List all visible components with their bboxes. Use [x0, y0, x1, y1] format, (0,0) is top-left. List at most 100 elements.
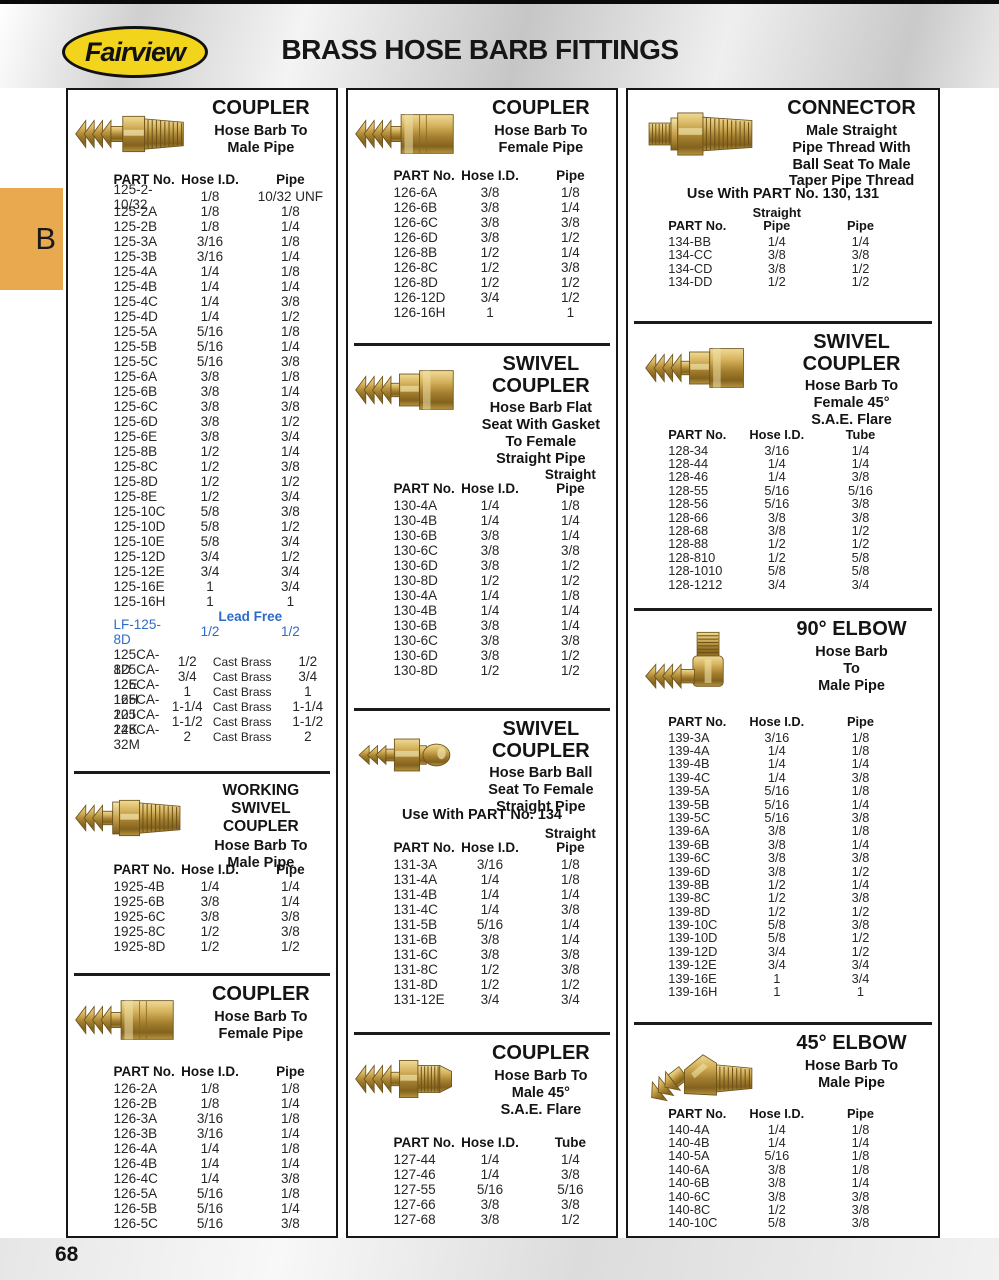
table-row: 125-8E 1/2 3/4	[68, 489, 336, 504]
table-row: 139-12E 3/4 3/4	[628, 957, 938, 973]
cell: 1/2	[480, 275, 500, 290]
cell: 1/8	[561, 588, 580, 604]
cell: 128-46	[668, 469, 709, 485]
cell: 1/2	[851, 943, 870, 959]
parts-table: 125-2-10/32 1/8 10/32 UNF 125-2A 1/8 1/8 125-2…	[68, 182, 336, 752]
cell: 1/2	[561, 977, 580, 993]
cell: 3/8	[480, 558, 500, 574]
cell: 1/4	[851, 876, 870, 892]
table-row: 126-2A 1/8 1/8	[68, 1081, 336, 1096]
col-header-part: PART No.	[668, 427, 727, 442]
cell: 126-4A	[113, 1141, 158, 1156]
cell: 125-10C	[113, 504, 166, 519]
cell: 1-1/4	[292, 699, 324, 714]
table-header: PART No. Hose I.D. Straight Pipe	[348, 826, 616, 855]
table-row: 131-3A 3/16 1/8	[348, 857, 616, 872]
table-row: 139-4C 1/4 3/8	[628, 770, 938, 785]
cell: 1/2	[200, 924, 220, 939]
cell: 1/8	[281, 264, 300, 279]
cell: 3/8	[480, 618, 500, 634]
cell: 1925-4B	[113, 879, 165, 894]
cell: 139-6D	[668, 863, 711, 879]
table-row: 126-6A 3/8 1/8	[348, 185, 616, 200]
cell: 2	[183, 729, 191, 744]
cell: 1/8	[281, 204, 300, 219]
cell: 1/4	[281, 444, 300, 459]
cell: 1/4	[281, 249, 300, 264]
cell: 128-1010	[668, 563, 723, 579]
cell: 3/8	[480, 1197, 500, 1212]
cell: 3/8	[851, 809, 870, 825]
table-row: 126-6B 3/8 1/4	[348, 200, 616, 215]
table-row: 126-8D 1/2 1/2	[348, 275, 616, 290]
cell: 1-1/2	[171, 714, 203, 729]
col-header-straight-pipe: Straight Pipe	[752, 205, 801, 234]
cell: 1	[183, 684, 191, 699]
cell: Cast Brass	[212, 654, 272, 669]
table-row: 125-4D 1/4 1/2	[68, 309, 336, 324]
cell: 131-3A	[393, 857, 438, 873]
cell: 125-4A	[113, 264, 158, 279]
cell: 3/8	[480, 633, 500, 649]
cell: 3/8	[561, 260, 580, 275]
table-row: 125-16H 1 1	[68, 594, 336, 609]
section-swivel-coupler-flat-seat: SWIVEL COUPLER Hose Barb Flat Seat With …	[348, 346, 616, 708]
table-row: 139-8B 1/2 1/4	[628, 876, 938, 892]
cell: 126-6C	[393, 215, 438, 230]
table-row: 125-2A 1/8 1/8	[68, 204, 336, 219]
cell: 125-5B	[113, 339, 158, 354]
cell: 1/8	[851, 823, 870, 839]
cell: 1/8	[281, 1081, 300, 1096]
cell: 125-2B	[113, 219, 158, 234]
table-row: 139-5B 5/16 1/4	[628, 797, 938, 812]
cell: 130-4A	[393, 498, 438, 514]
cell: 1/8	[200, 1081, 220, 1096]
cell: 1/4	[200, 1156, 220, 1171]
col-header-part: PART No.	[113, 171, 175, 187]
table-row: 130-4A 1/4 1/8	[348, 588, 616, 603]
cell: 1/4	[851, 1135, 870, 1151]
cell: 3/8	[480, 932, 500, 948]
cell: 5/8	[200, 519, 220, 534]
cell: 1/2	[767, 903, 786, 919]
table-row: 140-6B 3/8 1/4	[628, 1175, 938, 1190]
table-row: 125CA-24K 1-1/2 Cast Brass 1-1/2	[68, 707, 336, 737]
table-row: 1925-8D 1/2 1/2	[68, 939, 336, 954]
section-swivel-coupler-ball-seat: SWIVEL COUPLER Hose Barb Ball Seat To Fe…	[348, 711, 616, 1032]
product-image-coupler-female	[74, 984, 192, 1064]
section-subtitle: Hose Barb To Male Pipe	[214, 838, 308, 872]
table-row: 127-66 3/8 3/8	[348, 1197, 616, 1212]
cell: 3/4	[767, 576, 786, 592]
cell: 1/2	[767, 274, 786, 290]
cell: 3/8	[200, 894, 220, 909]
cell: 1/4	[281, 1096, 300, 1111]
cell: 125-16H	[113, 594, 166, 609]
table-row: 131-5B 5/16 1/4	[348, 917, 616, 932]
parts-table: 127-44 1/4 1/4 127-46 1/4 3/8 127-55 5/16 5/16 12…	[348, 1152, 616, 1227]
col-header-hose-id: Hose I.D.	[749, 1106, 805, 1121]
cell: 5/16	[196, 339, 224, 354]
product-image-swivel-ball-seat	[354, 719, 472, 807]
cell: 3/8	[281, 924, 300, 939]
cell: 5/16	[196, 1186, 224, 1201]
cell: 1/2	[298, 654, 318, 669]
cell: 3/8	[480, 1212, 500, 1227]
cell: 1/4	[767, 743, 786, 759]
cell: 125-2A	[113, 204, 158, 219]
cell: 1/2	[200, 939, 220, 954]
product-image-coupler-male	[74, 98, 192, 172]
cell: 3/4	[851, 957, 870, 973]
cell: 1/4	[281, 1201, 300, 1216]
table-row: 140-6A 3/8 1/8	[628, 1162, 938, 1177]
cell: 3/8	[561, 962, 580, 978]
table-row: 125-8D 1/2 1/2	[68, 474, 336, 489]
cell: 3/8	[767, 836, 786, 852]
cell: 130-4A	[393, 588, 438, 604]
table-header: PART No. Hose I.D. Pipe	[628, 1106, 938, 1121]
cell: 1/2	[200, 624, 220, 639]
table-row: 139-8D 1/2 1/2	[628, 903, 938, 919]
table-row: 127-55 5/16 5/16	[348, 1182, 616, 1197]
cell: 5/16	[848, 482, 873, 498]
table-row: 126-5B 5/16 1/4	[68, 1201, 336, 1216]
cell: 3/8	[281, 354, 300, 369]
